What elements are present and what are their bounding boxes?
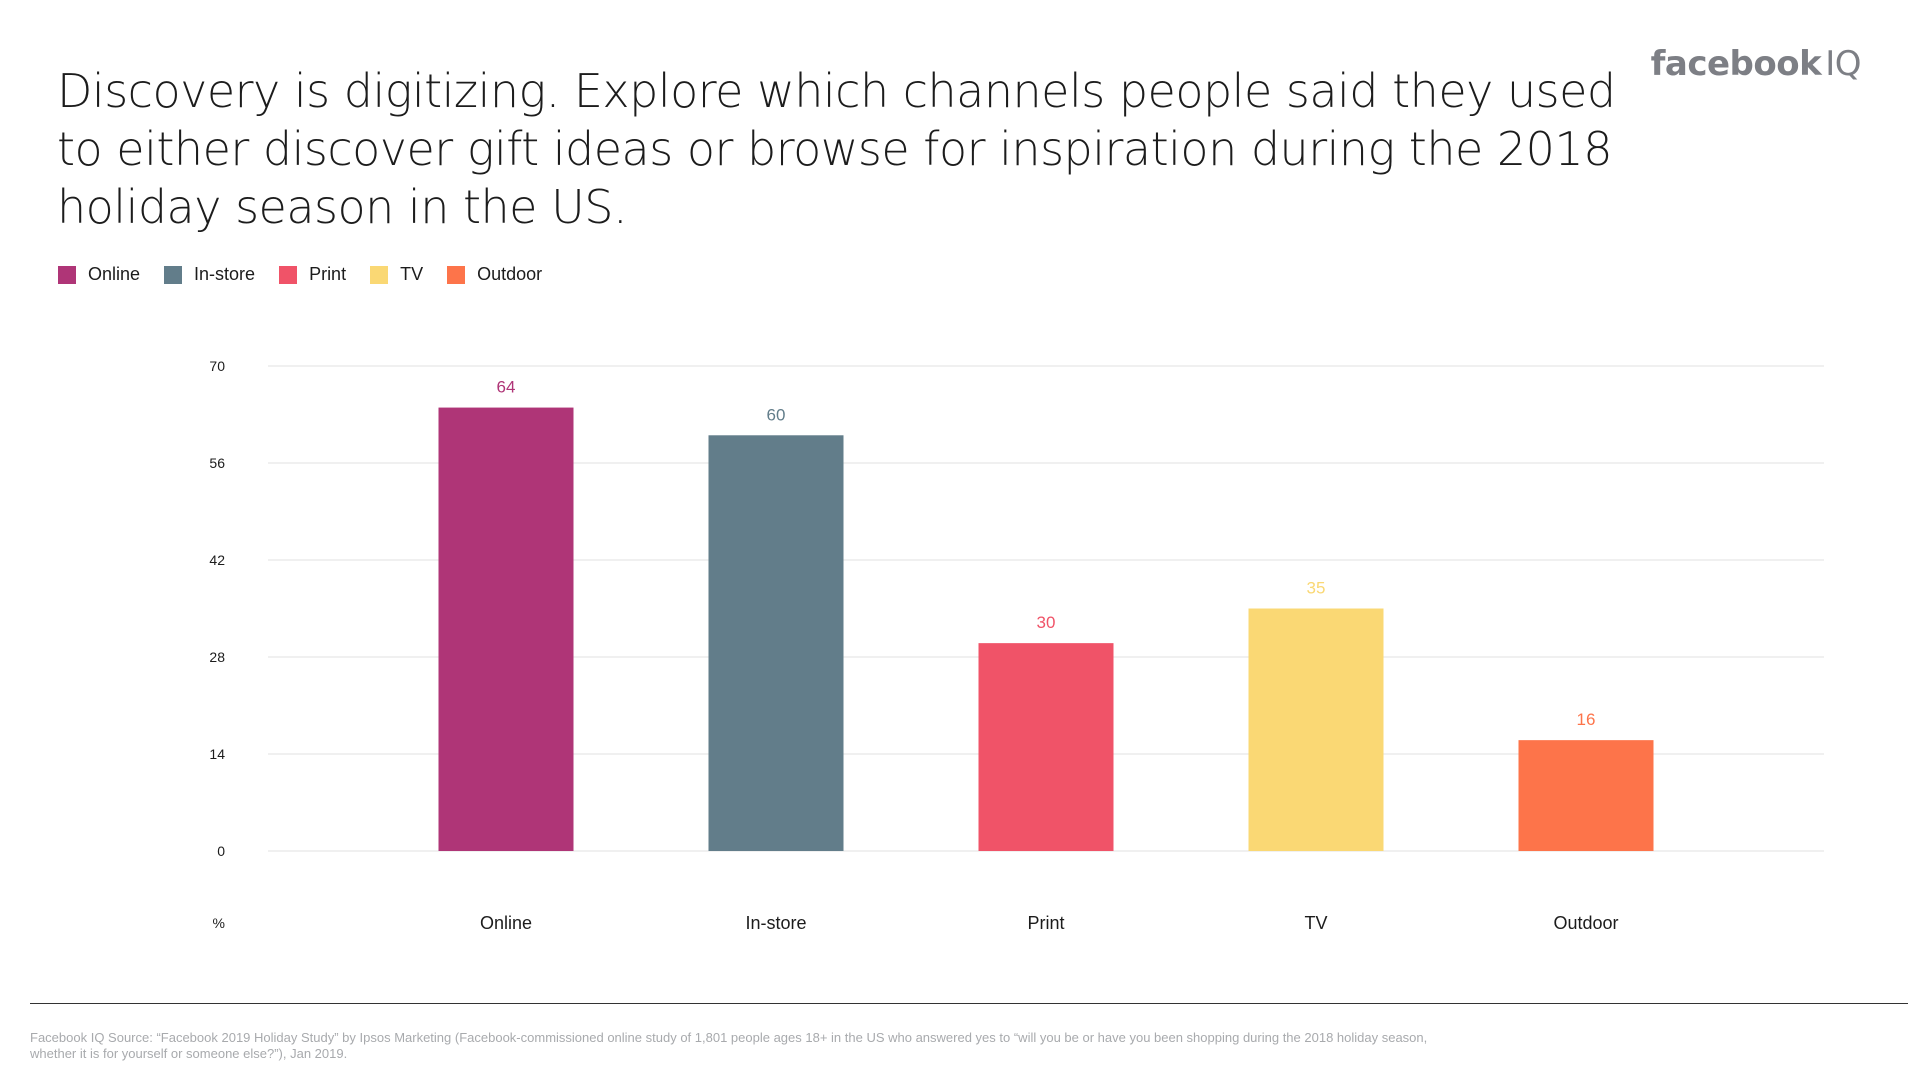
x-tick-label: Outdoor	[1553, 913, 1618, 933]
legend-label-print: Print	[309, 264, 347, 284]
bar-tv	[1248, 608, 1384, 851]
legend-swatch-outdoor	[447, 265, 466, 284]
chart-title: Discovery is digitizing. Explore which c…	[57, 64, 1616, 234]
y-tick-label: 0	[217, 843, 225, 859]
chart-legend: Online In-store Print TV Outdoor	[58, 264, 566, 285]
bar-outdoor	[1518, 740, 1654, 851]
bar-online	[438, 407, 574, 851]
legend-label-outdoor: Outdoor	[477, 264, 543, 284]
y-tick-label: 28	[209, 649, 225, 665]
x-tick-label: Online	[480, 913, 532, 933]
brand-suffix: IQ	[1825, 44, 1861, 84]
x-tick-label: Print	[1027, 913, 1064, 933]
data-label: 30	[1037, 613, 1056, 632]
y-tick-label: 70	[209, 358, 225, 374]
bar-in-store	[708, 435, 844, 851]
legend-item-outdoor: Outdoor	[447, 264, 542, 285]
legend-swatch-print	[279, 265, 298, 284]
legend-item-in-store: In-store	[164, 264, 255, 285]
y-tick-label: 42	[209, 552, 225, 568]
bar-print	[978, 643, 1114, 851]
x-tick-label: In-store	[745, 913, 806, 933]
facebook-iq-logo: facebook IQ	[1650, 44, 1862, 84]
data-label: 64	[497, 378, 516, 397]
legend-label-tv: TV	[400, 264, 424, 284]
legend-label-online: Online	[88, 264, 141, 284]
brand-wordmark: facebook	[1650, 44, 1822, 84]
legend-label-in-store: In-store	[194, 264, 256, 284]
y-axis-label: %	[213, 915, 225, 931]
data-label: 16	[1577, 710, 1596, 729]
data-label: 35	[1307, 579, 1326, 598]
legend-swatch-in-store	[164, 265, 183, 284]
y-tick-label: 56	[209, 455, 225, 471]
legend-item-tv: TV	[370, 264, 423, 285]
source-note: Facebook IQ Source: “Facebook 2019 Holid…	[30, 1030, 1428, 1061]
footer-divider	[30, 1003, 1908, 1004]
legend-item-online: Online	[58, 264, 140, 285]
y-tick-label: 14	[209, 746, 225, 762]
legend-swatch-online	[58, 265, 76, 284]
x-tick-label: TV	[1304, 913, 1327, 933]
legend-swatch-tv	[370, 265, 389, 284]
data-label: 60	[767, 405, 786, 424]
bar-chart: 0 14 28 42 56 70% 64 Online 60 In-store 30 Print 35 T…	[209, 358, 1824, 933]
legend-item-print: Print	[279, 264, 346, 285]
